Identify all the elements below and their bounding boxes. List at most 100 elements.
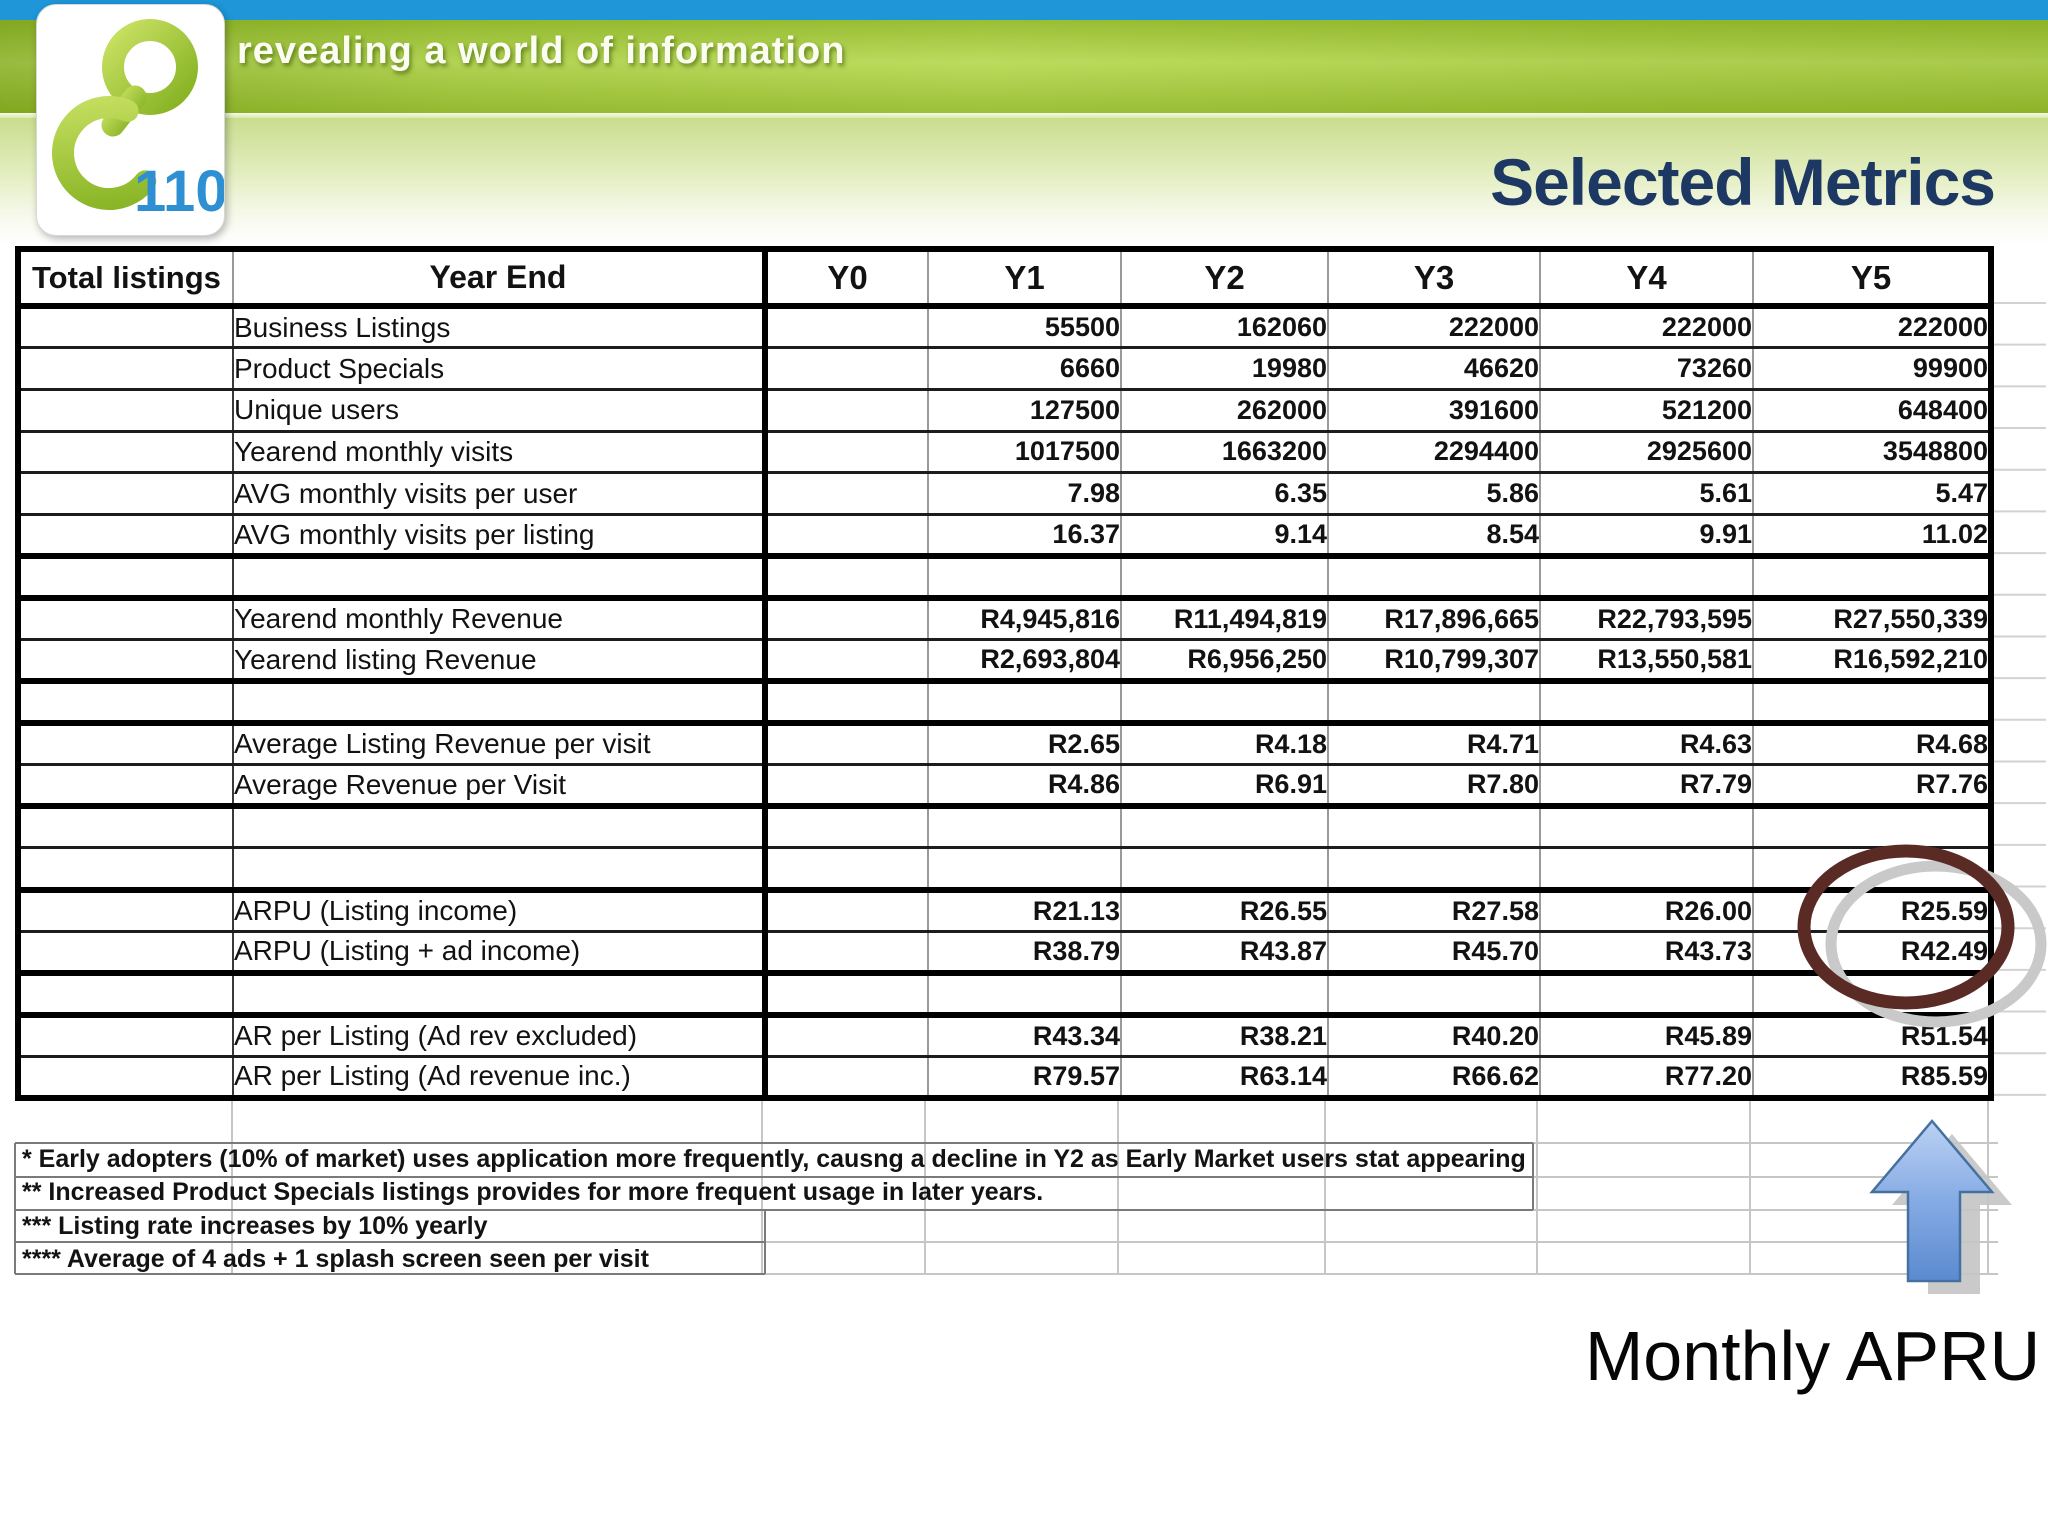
banner-separator-line (0, 113, 2048, 118)
metric-value: 162060 (1120, 304, 1328, 348)
metric-value (1539, 678, 1753, 723)
row-corner-cell (17, 846, 233, 890)
metric-value (762, 886, 928, 932)
row-label: Yearend monthly Revenue (232, 594, 765, 640)
footnote-2: ** Increased Product Specials listings p… (22, 1178, 1044, 1207)
metric-value: R4.18 (1120, 719, 1328, 765)
table-row: ARPU (Listing + ad income) R38.79 R43.87 R4… (17, 929, 1991, 973)
metric-value (1752, 846, 1991, 890)
metric-value: 16.37 (927, 512, 1121, 557)
metric-value: R66.62 (1327, 1054, 1540, 1099)
metric-value (762, 970, 928, 1015)
metric-value: R43.34 (927, 1011, 1121, 1057)
row-corner-cell (17, 553, 233, 598)
metric-value: 5.86 (1327, 471, 1540, 515)
metric-value (1327, 553, 1540, 598)
metric-value: R79.57 (927, 1054, 1121, 1099)
metric-value (1120, 553, 1328, 598)
top-blue-bar (0, 0, 2048, 20)
metric-value (762, 763, 928, 807)
row-label-empty (232, 553, 765, 598)
table-row: Product Specials 6660 19980 46620 73260 99900 (17, 346, 1991, 390)
metric-value: R4.63 (1539, 719, 1753, 765)
year-header-y1: Y1 (927, 249, 1121, 309)
metric-value (762, 1054, 928, 1099)
row-corner-cell (17, 471, 233, 515)
metric-value: R2,693,804 (927, 638, 1121, 682)
row-corner-cell (17, 970, 233, 1015)
footnote-4: **** Average of 4 ads + 1 splash screen … (22, 1244, 649, 1273)
metric-value: 8.54 (1327, 512, 1540, 557)
metric-value: R51.54 (1752, 1011, 1991, 1057)
row-label: Yearend listing Revenue (232, 638, 765, 682)
metric-value: R38.79 (927, 929, 1121, 973)
metric-value: R26.55 (1120, 886, 1328, 932)
row-label-empty (232, 970, 765, 1015)
metric-value: R4.71 (1327, 719, 1540, 765)
row-corner-cell (17, 512, 233, 557)
metric-value (1327, 803, 1540, 848)
metric-value: 5.61 (1539, 471, 1753, 515)
metric-value (762, 346, 928, 390)
table-row: Yearend monthly visits 1017500 1663200 2294… (17, 429, 1991, 473)
go110-logo-icon: 110 (52, 19, 224, 224)
row-label: Average Revenue per Visit (232, 763, 765, 807)
spacer-row (17, 846, 1991, 890)
row-corner-cell (17, 346, 233, 390)
metric-value (762, 471, 928, 515)
row-corner-cell (17, 1011, 233, 1057)
row-label-empty (232, 803, 765, 848)
metric-value: 2925600 (1539, 429, 1753, 473)
spacer-row (17, 553, 1991, 598)
metric-value (1120, 846, 1328, 890)
metric-value (762, 1011, 928, 1057)
selected-metrics-table: Total listings Year End Y0 Y1 Y2 Y3 Y4 Y5 Busine… (15, 246, 1994, 1102)
table-row: Business Listings 55500 162060 222000 222000… (17, 304, 1991, 348)
table-row: ARPU (Listing income) R21.13 R26.55 R27.58 R… (17, 886, 1991, 932)
metric-value (762, 846, 928, 890)
metric-value: 55500 (927, 304, 1121, 348)
row-corner-cell (17, 763, 233, 807)
metric-value: 9.91 (1539, 512, 1753, 557)
metric-value (762, 387, 928, 432)
metric-value: R13,550,581 (1539, 638, 1753, 682)
logo-number: 110 (134, 159, 224, 224)
metric-value: R45.89 (1539, 1011, 1753, 1057)
footnote-3: *** Listing rate increases by 10% yearly (22, 1211, 488, 1240)
banner-green-band (0, 20, 2048, 113)
metric-value (1752, 553, 1991, 598)
metric-value (762, 512, 928, 557)
metric-value (927, 846, 1121, 890)
metric-value: R85.59 (1752, 1054, 1991, 1099)
metric-value (762, 638, 928, 682)
row-label: AVG monthly visits per listing (232, 512, 765, 557)
metric-value: R4,945,816 (927, 594, 1121, 640)
metric-value: R16,592,210 (1752, 638, 1991, 682)
metric-value (762, 678, 928, 723)
table-row: Yearend listing Revenue R2,693,804 R6,956,… (17, 638, 1991, 682)
metric-value: 521200 (1539, 387, 1753, 432)
metric-value: R27,550,339 (1752, 594, 1991, 640)
metric-value (1327, 846, 1540, 890)
metric-value: R2.65 (927, 719, 1121, 765)
metric-value (927, 803, 1121, 848)
row-corner-cell (17, 929, 233, 973)
metric-value: 262000 (1120, 387, 1328, 432)
table-row: AR per Listing (Ad rev excluded) R43.34 R3… (17, 1011, 1991, 1057)
metric-value (927, 678, 1121, 723)
metric-value (1752, 970, 1991, 1015)
metric-value: R77.20 (1539, 1054, 1753, 1099)
row-corner-cell (17, 304, 233, 348)
metric-value: 127500 (927, 387, 1121, 432)
metric-value: R22,793,595 (1539, 594, 1753, 640)
metric-value: 99900 (1752, 346, 1991, 390)
metric-value (762, 304, 928, 348)
metric-value: R45.70 (1327, 929, 1540, 973)
row-corner-cell (17, 678, 233, 723)
metric-value (762, 594, 928, 640)
metric-value: 7.98 (927, 471, 1121, 515)
row-corner-cell (17, 719, 233, 765)
year-header-y0: Y0 (762, 249, 928, 309)
spacer-row (17, 970, 1991, 1015)
metric-value: 11.02 (1752, 512, 1991, 557)
